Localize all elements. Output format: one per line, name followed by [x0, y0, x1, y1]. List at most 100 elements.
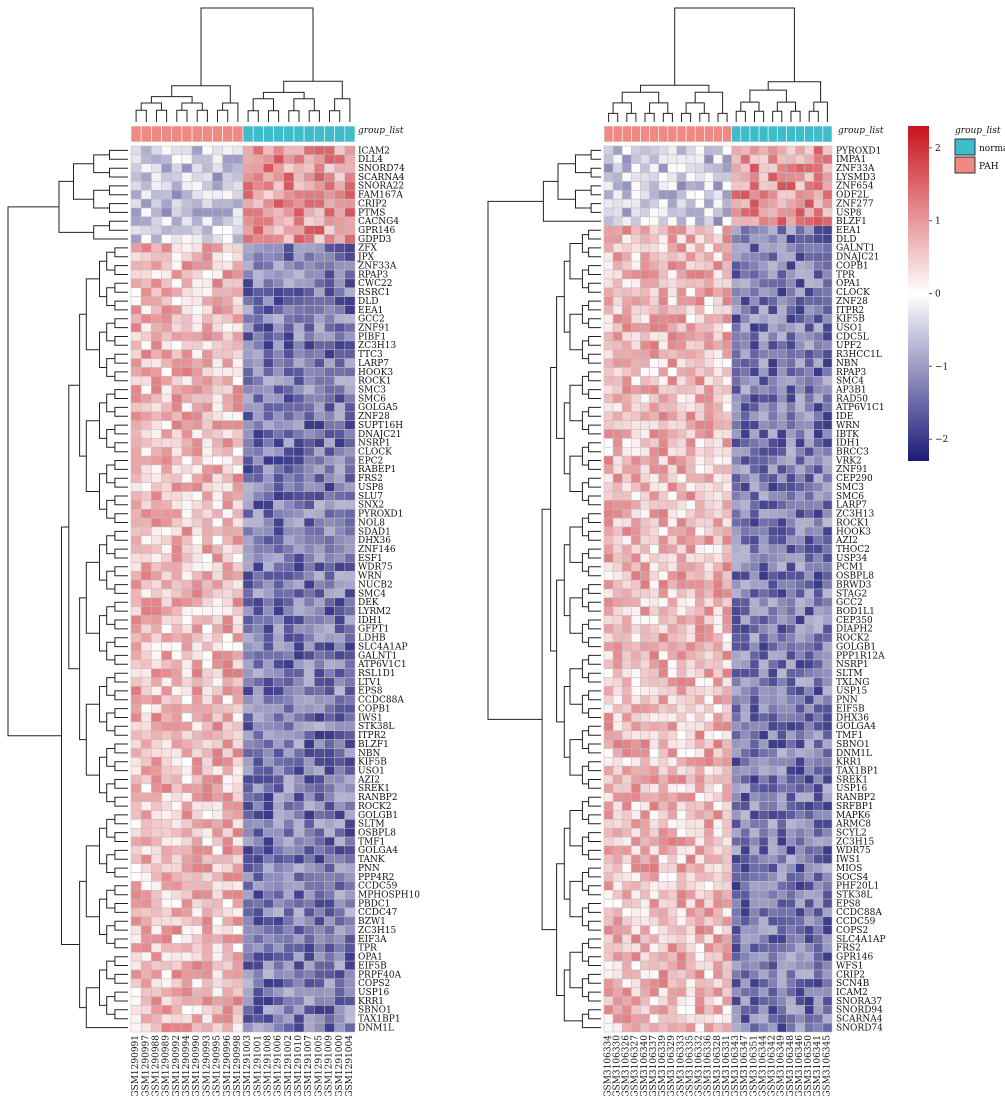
- heatmap-cell: [731, 943, 742, 953]
- heatmap-cell: [676, 322, 687, 333]
- heatmap-cell: [293, 455, 305, 466]
- heatmap-cell: [722, 606, 732, 616]
- heatmap-cell: [603, 500, 614, 510]
- heatmap-panel-right: group_list PYROXD1IMPA1ZNF33ALYSMD3ZNF65…: [487, 7, 886, 1096]
- heatmap-cell: [293, 145, 305, 156]
- heatmap-cell: [694, 889, 705, 900]
- heatmap-cell: [822, 393, 833, 404]
- heatmap-cell: [758, 225, 769, 235]
- heatmap-cell: [621, 544, 632, 554]
- heatmap-cell: [171, 969, 183, 980]
- heatmap-cell: [191, 801, 203, 811]
- dendrogram-branch: [7, 206, 62, 737]
- heatmap-cell: [273, 721, 284, 732]
- heatmap-cell: [795, 916, 805, 926]
- heatmap-cell: [252, 181, 264, 191]
- heatmap-cell: [273, 801, 284, 811]
- heatmap-cell: [344, 810, 356, 820]
- heatmap-cell: [303, 535, 315, 545]
- heatmap-cell: [140, 703, 152, 714]
- heatmap-cell: [181, 384, 193, 395]
- heatmap-cell: [202, 987, 213, 997]
- heatmap-cell: [212, 287, 223, 297]
- heatmap-cell: [612, 491, 623, 501]
- heatmap-cell: [283, 234, 295, 244]
- heatmap-cell: [676, 978, 687, 988]
- heatmap-cell: [171, 455, 183, 466]
- heatmap-cell: [731, 340, 742, 351]
- heatmap-cell: [795, 703, 805, 714]
- heatmap-cell: [242, 269, 254, 280]
- row-label: CACNG4: [358, 217, 399, 227]
- heatmap-cell: [713, 801, 723, 811]
- heatmap-cell: [758, 331, 769, 342]
- heatmap-cell: [263, 225, 274, 235]
- row-label: FAM167A: [358, 191, 403, 201]
- heatmap-cell: [232, 517, 244, 528]
- heatmap-cell: [130, 163, 142, 173]
- heatmap-cell: [640, 322, 650, 333]
- heatmap-cell: [263, 571, 274, 581]
- heatmap-cell: [740, 783, 751, 794]
- heatmap-cell: [222, 455, 234, 466]
- heatmap-cell: [822, 287, 833, 297]
- heatmap-cell: [713, 207, 723, 218]
- heatmap-cell: [222, 783, 234, 794]
- heatmap-cell: [334, 482, 346, 492]
- heatmap-cell: [795, 579, 805, 590]
- heatmap-cell: [202, 376, 213, 386]
- heatmap-cell: [649, 606, 659, 616]
- heatmap-cell: [232, 376, 244, 386]
- heatmap-cell: [151, 234, 162, 244]
- heatmap-cell: [795, 748, 805, 758]
- heatmap-cell: [795, 854, 805, 864]
- heatmap-cell: [252, 198, 264, 209]
- heatmap-cell: [252, 624, 264, 634]
- heatmap-cell: [232, 819, 244, 829]
- heatmap-cell: [334, 765, 346, 776]
- heatmap-cell: [151, 526, 162, 537]
- heatmap-cell: [202, 553, 213, 563]
- heatmap-cell: [658, 845, 669, 856]
- heatmap-cell: [130, 331, 142, 342]
- heatmap-cell: [283, 801, 295, 811]
- heatmap-cell: [222, 305, 234, 315]
- heatmap-cell: [303, 863, 315, 873]
- dendrogram-branch: [569, 313, 583, 351]
- heatmap-cell: [252, 836, 264, 847]
- dendrogram-branch: [767, 81, 822, 103]
- heatmap-cell: [713, 748, 723, 758]
- heatmap-cell: [334, 172, 346, 182]
- heatmap-cell: [161, 774, 172, 785]
- heatmap-cell: [804, 420, 815, 430]
- heatmap-cell: [303, 836, 315, 847]
- heatmap-cell: [181, 907, 193, 918]
- heatmap-cell: [314, 455, 325, 466]
- heatmap-cell: [786, 482, 796, 492]
- heatmap-cell: [232, 1022, 244, 1033]
- heatmap-cell: [813, 509, 824, 519]
- heatmap-cell: [804, 349, 815, 359]
- heatmap-cell: [181, 145, 193, 156]
- heatmap-cell: [722, 624, 732, 634]
- heatmap-cell: [612, 978, 623, 988]
- heatmap-cell: [786, 969, 796, 980]
- heatmap-cell: [130, 305, 142, 315]
- heatmap-cell: [303, 305, 315, 315]
- heatmap-cell: [314, 650, 325, 661]
- heatmap-cell: [191, 181, 203, 191]
- heatmap-cell: [786, 641, 796, 652]
- heatmap-cell: [603, 943, 614, 953]
- heatmap-cell: [171, 588, 183, 599]
- dendrogram-branch: [73, 163, 94, 200]
- heatmap-cell: [676, 358, 687, 368]
- dendrogram-branch: [649, 102, 669, 114]
- heatmap-cell: [191, 978, 203, 988]
- heatmap-cell: [283, 243, 295, 253]
- heatmap-cell: [314, 402, 325, 413]
- heatmap-cell: [303, 252, 315, 262]
- heatmap-cell: [273, 978, 284, 988]
- row-label: EPS8: [358, 687, 383, 697]
- heatmap-cell: [140, 314, 152, 324]
- heatmap-cell: [777, 872, 787, 882]
